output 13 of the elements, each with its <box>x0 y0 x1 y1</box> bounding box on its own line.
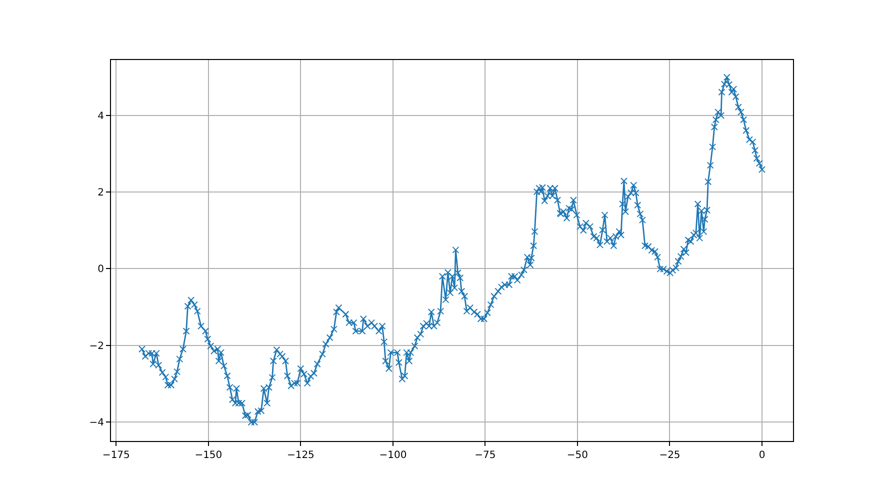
x-tick-label: 0 <box>758 450 766 461</box>
x-tick-label: −150 <box>194 450 222 461</box>
x-tick-label: −125 <box>286 450 314 461</box>
x-tick-label: −175 <box>102 450 130 461</box>
x-tick-label: −50 <box>566 450 588 461</box>
y-tick-label: 0 <box>98 264 104 276</box>
y-tick-label: 2 <box>98 188 104 199</box>
y-tick-label: 4 <box>98 111 104 122</box>
x-tick-label: −25 <box>659 450 680 461</box>
y-tick-label: −4 <box>89 417 104 428</box>
x-tick-label: −75 <box>474 450 496 461</box>
y-tick-label: −2 <box>89 340 104 352</box>
x-tick-label: −100 <box>379 450 407 461</box>
